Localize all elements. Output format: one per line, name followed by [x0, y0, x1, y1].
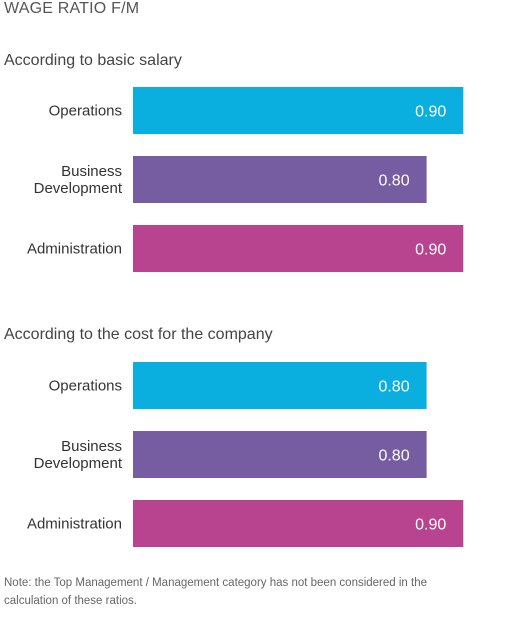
category-label-administration: Administration [27, 516, 122, 533]
bar-administration [133, 225, 464, 272]
category-label-business-development: Business Development [34, 438, 123, 472]
bar-operations [133, 362, 427, 409]
panel-title-cost-for-company: According to the cost for the company [4, 326, 273, 343]
value-label-business-development: 0.80 [378, 448, 409, 465]
bar-chart: 0.90 Operations 0.80 Business Development 0.9… [27, 87, 464, 547]
bar-business-development [133, 156, 427, 203]
bar-administration [133, 500, 464, 547]
value-label-operations: 0.90 [415, 104, 446, 121]
category-label-administration: Administration [27, 241, 122, 258]
category-label-operations: Operations [49, 103, 122, 120]
value-label-administration: 0.90 [415, 517, 446, 534]
value-label-operations: 0.80 [378, 379, 409, 396]
value-label-business-development: 0.80 [378, 173, 409, 190]
bar-operations [133, 87, 464, 134]
category-label-operations: Operations [49, 378, 122, 395]
footnote: Note: the Top Management / Management ca… [4, 577, 428, 607]
panel-title-basic-salary: According to basic salary [4, 52, 182, 69]
value-label-administration: 0.90 [415, 242, 446, 259]
page-title: WAGE RATIO F/M [4, 0, 140, 17]
category-label-business-development: Business Development [34, 163, 123, 197]
bar-business-development [133, 431, 427, 478]
